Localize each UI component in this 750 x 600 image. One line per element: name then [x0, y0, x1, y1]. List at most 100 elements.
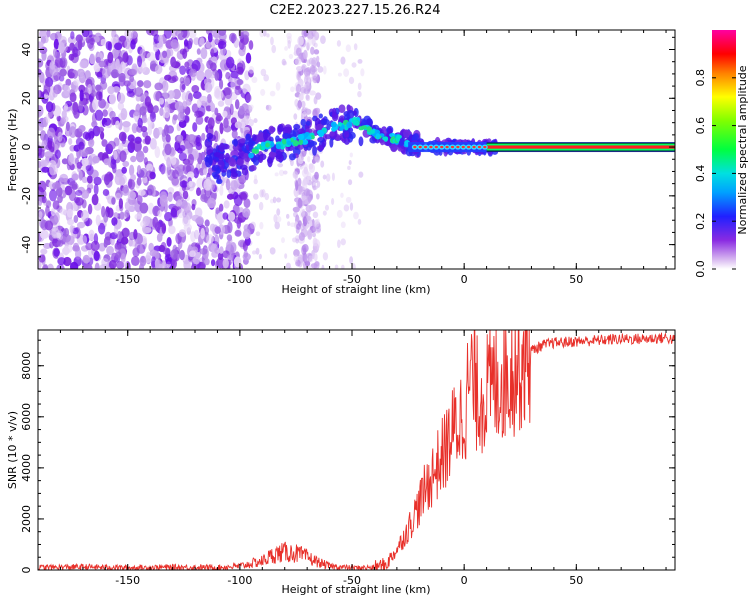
ridge-blob: [358, 136, 364, 147]
spectrogram-blob: [130, 30, 138, 39]
spectrogram-blob: [157, 210, 162, 218]
ridge-blob: [245, 133, 250, 141]
spectrogram-blob: [301, 63, 307, 71]
spectrogram-blob: [115, 261, 125, 269]
spectrogram-blob: [61, 110, 67, 119]
spectrogram-blob: [357, 82, 362, 91]
spectrogram-blob: [50, 208, 56, 216]
spectrogram-blob: [39, 229, 49, 239]
spectrogram-blob: [111, 48, 119, 59]
spectrogram-blob: [248, 119, 254, 127]
spectrogram-blob: [219, 122, 224, 135]
spectrogram-blob: [295, 259, 301, 267]
spectrogram-blob: [304, 71, 311, 81]
spectrogram-blob: [203, 178, 212, 191]
spectrogram-blob: [223, 200, 230, 209]
spectrogram-blob: [137, 189, 146, 196]
spectrogram-blob: [293, 113, 298, 120]
spectrogram-blob: [259, 189, 264, 198]
spectrogram-blob: [245, 104, 253, 114]
spectrogram-y-tick-label: 0: [20, 144, 33, 151]
spectrogram-blob: [45, 113, 51, 124]
ridge-blob: [305, 120, 311, 126]
spectrogram-blob: [305, 94, 310, 100]
spectrogram-blob: [298, 185, 304, 195]
spectrogram-blob: [82, 131, 90, 140]
ridge-blob: [231, 172, 238, 178]
spectrogram-blob: [139, 48, 146, 58]
snr-y-ticks: 0 2000 4000 6000 8000: [20, 339, 675, 574]
snr-x-tick-label: 50: [569, 574, 583, 587]
ridge-blob: [390, 143, 398, 153]
spectrogram-blob: [304, 75, 308, 85]
spectrogram-blob: [150, 111, 157, 123]
ridge-blob: [318, 113, 323, 119]
spectrogram-blob: [321, 264, 325, 269]
ridge-blob: [326, 123, 331, 131]
ridge-bead-core: [483, 145, 487, 149]
spectrogram-blob: [91, 83, 96, 94]
spectrogram-blob: [72, 183, 79, 190]
spectrogram-blob: [242, 207, 251, 218]
spectrogram-blob: [297, 99, 302, 109]
spectrogram-blob: [214, 247, 220, 254]
spectrogram-blob: [320, 35, 326, 45]
spectrogram-blob: [73, 79, 80, 86]
spectrogram-blob: [210, 102, 216, 113]
spectrogram-blob: [340, 56, 346, 65]
spectrogram-blob: [103, 158, 111, 166]
spectrogram-blob: [269, 90, 276, 97]
spectrogram-blob: [183, 202, 192, 214]
colorbar-tick-label: 0.8: [694, 69, 707, 87]
spectrogram-blob: [307, 155, 311, 163]
spectrogram-y-tick-label: 20: [20, 91, 33, 105]
spectrogram-blob: [301, 191, 306, 201]
spectrogram-blob: [164, 124, 169, 136]
spectrogram-blob: [85, 165, 92, 172]
spectrogram-blob: [311, 59, 316, 65]
spectrogram-blob: [97, 222, 106, 235]
spectrogram-blob: [89, 53, 96, 65]
ridge-blob: [213, 151, 221, 158]
spectrogram-blob: [142, 227, 152, 234]
spectrogram-blob: [351, 62, 357, 68]
ridge-highlight: [330, 121, 337, 128]
spectrogram-blob: [142, 130, 148, 138]
spectrogram-blob: [312, 185, 318, 190]
spectrogram-blob: [108, 93, 117, 105]
spectrogram-blob: [307, 195, 312, 203]
spectrogram-blob: [100, 131, 105, 140]
spectrogram-blob: [159, 107, 164, 117]
spectrogram-blob: [59, 173, 69, 183]
ridge-highlight: [346, 121, 353, 129]
ridge-bead-core: [413, 145, 417, 149]
ridge-blob: [275, 150, 283, 160]
spectrogram-blob: [52, 89, 58, 98]
spectrogram-blob: [93, 36, 100, 43]
spectrogram-blob: [166, 237, 172, 247]
spectrogram-blob: [117, 230, 122, 243]
snr-x-tick-label: -150: [115, 574, 140, 587]
spectrogram-blob: [69, 261, 79, 269]
spectrogram-blob: [265, 104, 272, 111]
snr-y-axis-label: SNR (10 * v/v): [6, 411, 19, 489]
spectrogram-blob: [312, 109, 318, 118]
spectrogram-blob: [308, 163, 314, 170]
spectrogram-blob: [52, 200, 60, 210]
spectrogram-blob: [203, 226, 210, 235]
spectrogram-blob: [195, 142, 203, 151]
spectrogram-blob: [241, 30, 250, 39]
spectrogram-blob: [119, 150, 127, 162]
spectrogram-blob: [294, 168, 300, 175]
spectrogram-blob: [218, 30, 227, 36]
spectrogram-blob: [78, 100, 84, 112]
spectrogram-blob: [351, 263, 356, 269]
spectrogram-blob: [296, 73, 301, 81]
spectrogram-blob: [274, 172, 279, 177]
spectrogram-blob: [82, 254, 91, 264]
spectrogram-blob: [178, 229, 187, 237]
spectrogram-blob: [236, 78, 244, 86]
spectrogram-blob: [168, 126, 174, 134]
spectrogram-blob: [136, 243, 146, 254]
spectrogram-blob: [226, 234, 233, 242]
